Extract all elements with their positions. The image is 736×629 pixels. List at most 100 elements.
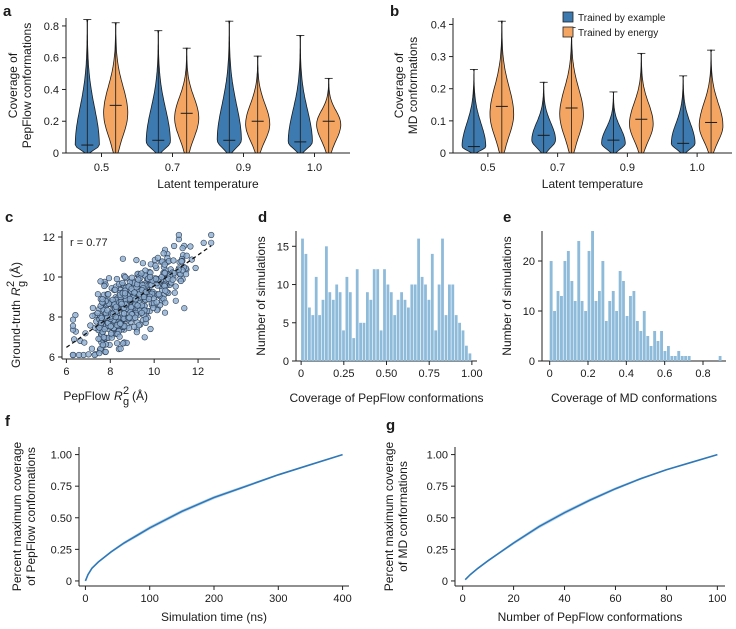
histogram-bar [454,315,458,361]
histogram-bar [352,338,356,361]
y-axis-label: Percent maximum coverage [10,441,24,591]
y-tick-label: 0.8 [44,21,59,33]
scatter-point [119,279,126,287]
scatter-point [200,239,207,246]
scatter-point [161,309,169,316]
histogram-bar [632,291,636,361]
scatter-point [162,299,169,306]
x-tick-label: 12 [192,366,204,378]
histogram-bar [677,351,681,361]
scatter-point [187,243,194,250]
scatter-point [96,350,103,357]
x-tick-label: 0.7 [550,162,565,174]
x-tick-label: 400 [333,593,351,605]
scatter-point [113,340,121,347]
histogram-bar [311,315,315,361]
histogram-bar [301,238,304,361]
scatter-point [177,277,184,285]
y-tick-label: 0.2 [431,84,446,96]
histogram-bar [331,299,335,361]
histogram-bar [318,315,321,361]
scatter-point [160,250,167,257]
scatter-point [128,274,135,281]
scatter-point [105,291,112,298]
confidence-band [465,454,718,580]
y-tick-label: 6 [49,352,55,364]
scatter-point [158,274,165,281]
x-tick-label: 80 [660,593,672,605]
y-tick-label: 5 [283,318,289,330]
y-axis-label: Coverage of [6,52,20,118]
histogram-bar [321,299,325,361]
histogram-bar [639,331,643,361]
line-plot-pepflow-conformations: 0 0.25 0.50 0.75 1.00 0 20 40 60 80 100 Number of P… [382,441,727,624]
scatter-point [120,310,128,317]
scatter-point [155,291,162,298]
histogram-bar [560,296,563,361]
scatter-point [126,314,133,321]
x-tick-label: 0.75 [418,368,439,380]
scatter-point [171,242,178,250]
scatter-point [178,258,185,265]
scatter-point [181,305,188,312]
scatter-point [119,255,126,262]
scatter-point [89,312,96,320]
histogram-bar [437,284,441,361]
legend: Trained by example Trained by energy [562,11,666,39]
histogram-pepflow-coverage: 0 5 10 15 0 0.25 0.50 0.75 1.00 Coverage of PepFl… [254,231,484,405]
x-tick-label: 0 [298,368,304,380]
histogram-bar [573,301,577,361]
histogram-bar [468,353,472,361]
scatter-point [170,257,177,264]
histogram-bar [389,292,393,361]
histogram-bar [663,351,667,361]
y-axis-rg-symbol: R [9,287,23,296]
x-tick-label: 0.5 [94,162,109,174]
histogram-bar [594,301,598,361]
histogram-bar [577,241,581,361]
scatter-point [162,287,169,294]
scatter-point [113,275,120,283]
histogram-bar [335,284,339,361]
x-axis-unit: (Å) [132,388,148,403]
histogram-bar [656,341,660,361]
histogram-bar [660,331,663,361]
histogram-bar [413,284,417,361]
histogram-md-coverage: 0 10 20 0 0.2 0.4 0.6 0.8 Coverage of MD conform… [500,231,726,405]
scatter-point [117,345,124,352]
histogram-bar [570,281,574,361]
x-tick-label: 0 [82,593,88,605]
histogram-bar [680,356,684,361]
histogram-bar [403,299,407,361]
scatter-point [152,275,159,283]
correlation-annotation: r = 0.77 [70,237,108,249]
x-tick-label: 1.0 [307,162,322,174]
scatter-point [75,351,83,359]
histogram-bar [369,299,373,361]
x-axis-label: Coverage of MD conformations [551,391,717,405]
y-axis-rg-sup: 2 [5,281,17,287]
histogram-bar [424,284,427,361]
scatter-point [153,299,160,306]
histogram-bar [359,322,362,361]
y-tick-label: 0.25 [51,544,72,556]
scatter-point [154,254,161,261]
x-tick-label: 0.4 [619,368,634,380]
legend-swatch-example [562,11,574,23]
confidence-band [85,454,343,581]
scatter-point [89,304,96,312]
histogram-bar [580,301,584,361]
scatter-point [131,289,138,296]
scatter-point [99,296,106,303]
histogram-bar [670,356,674,361]
histogram-bar [553,311,556,361]
histogram-bar [362,322,366,361]
scatter-point [117,320,124,327]
y-axis-rg-sub: g [16,281,28,287]
x-axis-label: Simulation time (ns) [161,610,267,624]
y-axis-unit: (Å) [8,262,23,278]
histogram-bar [615,311,618,361]
histogram-bar [345,276,349,361]
scatter-point [85,351,92,358]
x-tick-label: 0.8 [695,368,710,380]
